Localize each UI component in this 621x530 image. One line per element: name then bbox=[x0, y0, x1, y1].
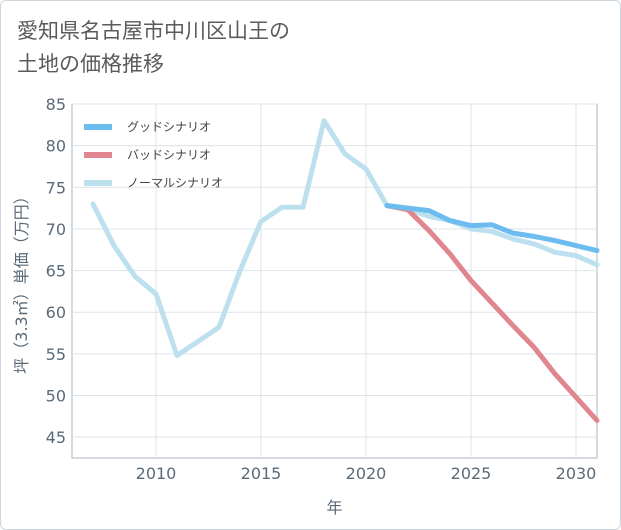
series-lines bbox=[90, 118, 600, 423]
y-tick-label: 65 bbox=[46, 262, 66, 281]
legend-label: グッドシナリオ bbox=[127, 120, 211, 134]
x-axis-ticks: 2010 2015 2020 2025 2030 bbox=[136, 464, 597, 483]
series-line-1 bbox=[384, 203, 600, 254]
y-tick-label: 45 bbox=[46, 428, 66, 447]
y-axis-ticks: 45 50 55 60 65 70 75 80 85 bbox=[46, 95, 66, 447]
series-line-2 bbox=[384, 203, 600, 423]
legend-label: ノーマルシナリオ bbox=[127, 176, 223, 190]
y-tick-label: 70 bbox=[46, 220, 66, 239]
x-tick-label: 2025 bbox=[451, 464, 492, 483]
y-axis-label: 坪（3.3㎡）単価（万円） bbox=[12, 188, 31, 373]
x-tick-label: 2030 bbox=[556, 464, 597, 483]
x-tick-label: 2020 bbox=[346, 464, 387, 483]
legend-label: バッドシナリオ bbox=[127, 148, 211, 162]
y-tick-label: 50 bbox=[46, 387, 66, 406]
plot-area bbox=[71, 103, 598, 459]
grid-lines bbox=[72, 103, 597, 458]
y-tick-label: 55 bbox=[46, 345, 66, 364]
y-tick-label: 85 bbox=[46, 95, 66, 114]
series-line-3 bbox=[90, 118, 600, 358]
x-tick-label: 2015 bbox=[241, 464, 282, 483]
y-tick-label: 80 bbox=[46, 137, 66, 156]
x-tick-label: 2010 bbox=[136, 464, 177, 483]
x-axis-label: 年 bbox=[326, 498, 342, 517]
y-tick-label: 60 bbox=[46, 303, 66, 322]
y-tick-label: 75 bbox=[46, 178, 66, 197]
chart-title: 愛知県名古屋市中川区山王の 土地の価格推移 bbox=[17, 19, 290, 76]
